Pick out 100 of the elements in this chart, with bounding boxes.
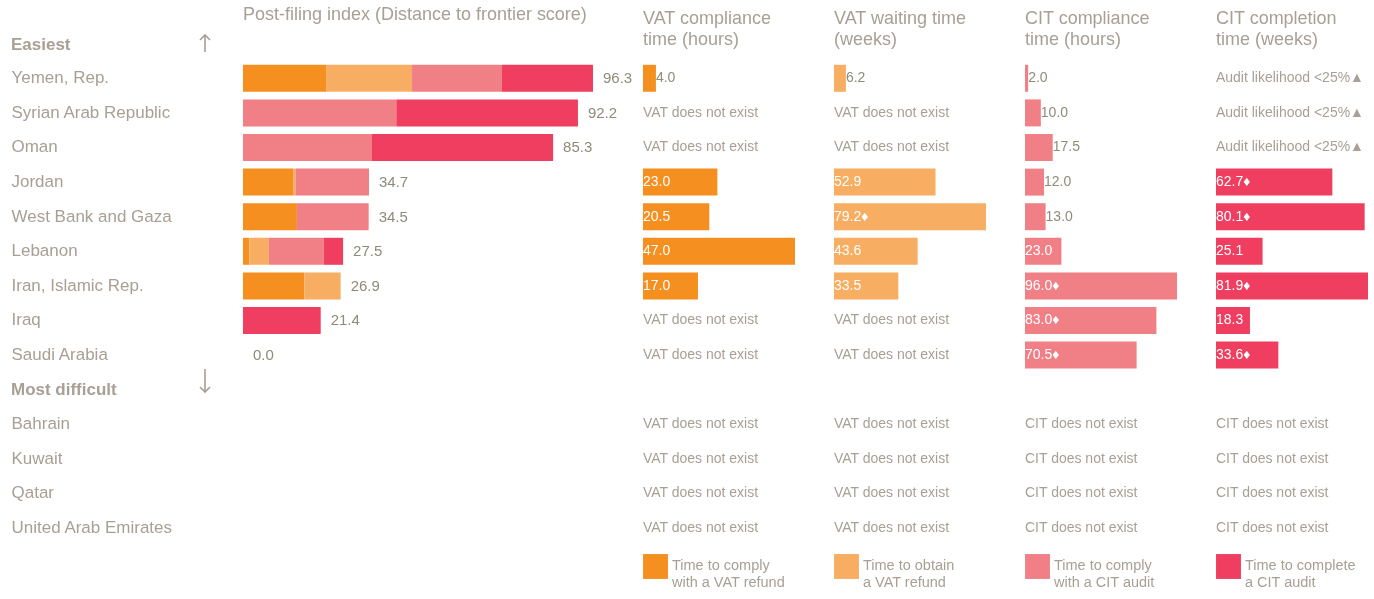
- bar: [243, 99, 397, 127]
- text: VAT does not exist: [643, 103, 759, 120]
- text: VAT does not exist: [834, 103, 950, 120]
- data-label: 10.0: [1040, 103, 1069, 120]
- text: CIT does not exist: [1024, 519, 1138, 536]
- text: VAT does not exist: [834, 484, 950, 501]
- text: VAT does not exist: [643, 449, 759, 466]
- legend-label: Time to complete a CIT audit: [1244, 557, 1356, 590]
- y-tick-label: West Bank and Gaza: [11, 206, 173, 226]
- legend-label: Time to comply with a CIT audit: [1052, 557, 1155, 590]
- bar: [1024, 168, 1044, 196]
- text: CIT does not exist: [1024, 449, 1138, 466]
- text: CIT does not exist: [1215, 415, 1329, 432]
- bar: [643, 64, 656, 92]
- text: CIT does not exist: [1215, 519, 1329, 536]
- text: VAT does not exist: [834, 346, 950, 363]
- bar: [834, 64, 846, 92]
- text: VAT does not exist: [834, 449, 950, 466]
- annotation: 26.9: [350, 276, 380, 294]
- text: Audit likelihood <25%▲: [1215, 103, 1364, 120]
- data-label: 62.7♦: [1215, 173, 1251, 190]
- bar: [1215, 237, 1263, 265]
- chart-title: CIT compliance time (hours): [1024, 8, 1150, 49]
- legend-label: Time to obtain a VAT refund: [863, 557, 955, 590]
- bar: [296, 203, 369, 231]
- data-label: 52.9: [834, 173, 862, 190]
- annotation: 0.0: [253, 346, 274, 364]
- text: CIT does not exist: [1215, 449, 1329, 466]
- y-tick-label: Yemen, Rep.: [11, 68, 110, 88]
- data-label: 17.5: [1052, 138, 1081, 155]
- bar: [834, 237, 918, 265]
- text: VAT does not exist: [643, 484, 759, 501]
- y-tick-label: Jordan: [11, 172, 64, 192]
- y-tick-label: Saudi Arabia: [11, 345, 109, 365]
- bar: [371, 134, 554, 161]
- bar: [643, 272, 698, 300]
- text: VAT does not exist: [834, 415, 950, 432]
- chart-title: CIT completion time (weeks): [1215, 8, 1337, 49]
- y-tick-label: Oman: [11, 137, 58, 157]
- text: VAT does not exist: [643, 415, 759, 432]
- bar: [834, 203, 986, 231]
- data-label: 18.3: [1215, 311, 1244, 328]
- data-label: 17.0: [643, 276, 671, 293]
- bar: [834, 272, 899, 300]
- legend-label: Time to comply with a VAT refund: [671, 557, 785, 590]
- text: Audit likelihood <25%▲: [1215, 138, 1364, 155]
- bar: [396, 99, 578, 127]
- chart-title: VAT waiting time (weeks): [834, 8, 966, 49]
- text: CIT does not exist: [1024, 484, 1138, 501]
- bar: [243, 203, 297, 231]
- y-tick-label: Syrian Arab Republic: [11, 102, 171, 122]
- y-tick-label: Iran, Islamic Rep.: [11, 275, 144, 295]
- text: Audit likelihood <25%▲: [1215, 69, 1364, 86]
- bar: [1024, 307, 1157, 334]
- chart-title: Post-filing index (Distance to frontier score): [243, 4, 587, 24]
- text: VAT does not exist: [834, 519, 950, 536]
- bar: [643, 237, 795, 265]
- bar: [1024, 341, 1137, 369]
- bar: [1024, 134, 1053, 161]
- data-label: 80.1♦: [1215, 207, 1251, 224]
- bar: [243, 272, 305, 300]
- data-label: 6.2: [845, 69, 866, 86]
- data-label: 47.0: [643, 242, 671, 259]
- bar: [326, 64, 413, 92]
- bar: [304, 272, 341, 300]
- bar: [1215, 272, 1368, 300]
- text: VAT does not exist: [834, 311, 950, 328]
- y-tick-label: Qatar: [11, 483, 55, 503]
- y-tick-label: Kuwait: [11, 448, 63, 468]
- annotation: 96.3: [603, 69, 633, 87]
- data-label: 33.6♦: [1215, 346, 1251, 363]
- bar: [243, 134, 372, 161]
- data-label: 4.0: [655, 69, 676, 86]
- data-label: 2.0: [1028, 69, 1048, 86]
- data-label: 70.5♦: [1024, 346, 1060, 363]
- annotation: 85.3: [563, 138, 593, 156]
- data-label: 43.6: [834, 242, 862, 259]
- data-label: 81.9♦: [1215, 276, 1251, 293]
- text: VAT does not exist: [834, 138, 950, 155]
- text: CIT does not exist: [1215, 484, 1329, 501]
- data-label: 12.0: [1043, 173, 1072, 190]
- chart-title: VAT compliance time (hours): [643, 8, 771, 49]
- bar: [295, 168, 370, 196]
- text: CIT does not exist: [1024, 415, 1138, 432]
- bar: [243, 307, 321, 334]
- bar: [268, 237, 324, 265]
- bar: [1215, 168, 1333, 196]
- bar: [1215, 203, 1365, 231]
- data-label: 33.5: [834, 276, 862, 293]
- bar: [643, 168, 718, 196]
- data-label: 13.0: [1045, 207, 1074, 224]
- text: VAT does not exist: [643, 519, 759, 536]
- annotation: 34.7: [379, 173, 409, 191]
- bar: [1024, 99, 1041, 127]
- bar: [1024, 64, 1029, 92]
- y-tick-label: Bahrain: [11, 414, 71, 434]
- bar: [249, 237, 269, 265]
- bar: [1024, 203, 1046, 231]
- y-tick-label: Iraq: [11, 310, 41, 330]
- bar: [243, 64, 327, 92]
